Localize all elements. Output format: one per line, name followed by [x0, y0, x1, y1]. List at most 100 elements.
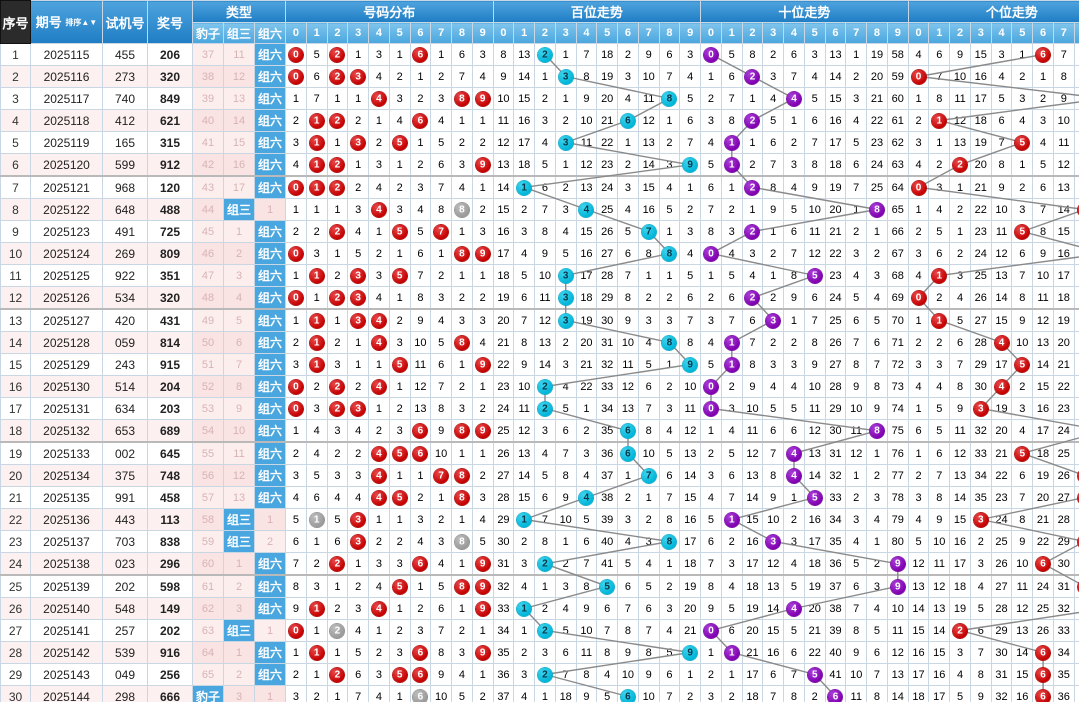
row-type-baozi: 47: [192, 264, 224, 287]
table-row[interactable]: 4 2025118 412 621 40 14 组六 2 1 2 2 1 4 6 4 1 1 11 16 3 2 10 21…: [0, 109, 1079, 132]
units-ball: 6: [1035, 556, 1051, 571]
units-cell-6: 21: [1032, 508, 1054, 531]
table-row[interactable]: 7 2025121 968 120 43 17 组六 0 1 2 2 4 2 3 7 4 1 14 1 6 2 13 24 3…: [0, 175, 1079, 199]
table-row[interactable]: 20 2025134 375 748 56 12 组六 3 5 3 3 4 1 1 7 8 2 27 14 5 8 4 37…: [0, 464, 1079, 487]
hundreds-cell-0: 9: [492, 65, 515, 88]
table-row[interactable]: 27 2025141 257 202 63 组三 1 0 1 2 4 1 2 3 7 2 1 34 1 2 5 10 7 8 7…: [0, 619, 1079, 642]
units-cell-2: 1: [949, 220, 971, 243]
tens-cell-3: 7: [762, 441, 785, 465]
hundreds-cell-9: 19: [679, 574, 702, 598]
hundreds-cell-7: 2: [637, 508, 660, 531]
hundreds-cell-2: 2: [534, 87, 556, 110]
hundreds-cell-3: 5: [554, 397, 577, 420]
table-row[interactable]: 21 2025135 991 458 57 13 组六 4 6 4 4 4 5 2 1 8 3 28 15 6 9 4 38…: [0, 486, 1079, 509]
table-row[interactable]: 26 2025140 548 149 62 3 组六 9 1 2 3 4 1 2 6 1 9 33 1 2 4 9 6 7 6 3…: [0, 597, 1079, 620]
hundreds-cell-8: 7: [658, 685, 681, 702]
units-cell-1: 2: [928, 153, 951, 177]
dist-cell-5: 1: [388, 43, 411, 66]
table-row[interactable]: 29 2025143 049 256 65 2 组六 2 1 2 6 3 5 6 9 4 1 36 3 2 7 8 4 10 9…: [0, 663, 1079, 686]
hundreds-cell-3: 9: [554, 486, 577, 509]
tens-cell-1: 1: [720, 153, 743, 177]
table-row[interactable]: 28 2025142 539 916 64 1 组六 1 1 1 5 2 3 6 8 3 9 35 2 3 6 11 8 9 8…: [0, 641, 1079, 664]
dist-ball: 5: [392, 579, 408, 594]
dist-cell-6: 2: [409, 153, 432, 177]
hundreds-cell-3: 7: [554, 441, 577, 465]
hundreds-ball: 3: [558, 290, 574, 305]
hundreds-cell-5: 4: [596, 663, 619, 686]
row-seq: 1: [0, 43, 31, 66]
dist-cell-7: 7: [430, 464, 453, 487]
tens-cell-7: 3: [845, 242, 868, 265]
header-seq[interactable]: 序号: [0, 0, 31, 44]
row-issue: 2025137: [30, 530, 103, 553]
dist-cell-0: 1: [285, 198, 307, 221]
table-row[interactable]: 9 2025123 491 725 45 1 组六 2 2 2 4 1 5 5 7 1 3 16 3 8 4 15 26 5 7…: [0, 220, 1079, 243]
table-row[interactable]: 1 2025115 455 206 37 11 组六 0 5 2 1 3 1 6 1 6 3 8 13 2 1 7 18 2 9…: [0, 43, 1079, 66]
dist-cell-9: 3: [471, 43, 494, 66]
table-row[interactable]: 14 2025128 059 814 50 6 组六 2 1 2 1 4 3 10 5 8 4 21 8 13 2 20 3…: [0, 331, 1079, 354]
table-row[interactable]: 11 2025125 922 351 47 3 组六 1 1 2 3 3 5 7 2 1 1 18 5 10 3 17 28…: [0, 264, 1079, 287]
tens-ball: 8: [869, 423, 885, 438]
hundreds-cell-7: 5: [637, 353, 660, 376]
units-cell-8: 8: [1073, 375, 1079, 398]
sort-asc-icon[interactable]: 排序▲▼: [65, 18, 98, 28]
units-cell-3: 3: [969, 508, 992, 531]
header-test-number[interactable]: 试机号: [102, 0, 148, 44]
units-cell-4: 15: [990, 308, 1013, 332]
tens-cell-6: 18: [824, 153, 847, 177]
header-prize-number[interactable]: 奖号: [147, 0, 193, 44]
table-row[interactable]: 5 2025119 165 315 41 15 组六 3 1 1 3 2 5 1 5 2 2 12 17 4 3 11 22…: [0, 131, 1079, 154]
table-row[interactable]: 13 2025127 420 431 49 5 组六 1 1 1 3 4 2 9 4 3 3 20 7 12 3 19 30…: [0, 308, 1079, 332]
hundreds-cell-4: 18: [575, 286, 598, 310]
table-row[interactable]: 18 2025132 653 689 54 10 组六 1 4 3 4 2 3 6 9 8 9 25 12 3 6 2 35…: [0, 419, 1079, 443]
hundreds-cell-5: 27: [596, 242, 619, 265]
dist-cell-8: 8: [451, 486, 473, 509]
table-row[interactable]: 8 2025122 648 488 44 组三 1 1 1 1 3 4 3 4 8 8 2 15 2 7 3 4 25 4 16…: [0, 198, 1079, 221]
dist-ball: 0: [288, 246, 304, 261]
hundreds-cell-8: 2: [658, 131, 681, 154]
hundreds-cell-0: 26: [492, 441, 515, 465]
hundreds-cell-5: 5: [596, 685, 619, 702]
table-row[interactable]: 24 2025138 023 296 60 1 组六 7 2 2 1 3 3 6 4 1 9 31 3 2 2 7 41 5 4…: [0, 552, 1079, 576]
tens-cell-3: 1: [762, 220, 785, 243]
tens-cell-6: 32: [824, 464, 847, 487]
tens-cell-8: 7: [866, 353, 888, 376]
units-cell-7: 30: [1052, 552, 1075, 576]
units-cell-3: 3: [969, 552, 992, 576]
table-row[interactable]: 12 2025126 534 320 48 4 组六 0 1 2 3 4 1 8 3 2 2 19 6 11 3 18 29…: [0, 286, 1079, 310]
dist-cell-7: 10: [430, 441, 453, 465]
table-row[interactable]: 22 2025136 443 113 58 组三 1 5 1 5 3 1 1 3 2 1 4 29 1 7 10 5 39 3…: [0, 508, 1079, 531]
units-cell-3: 25: [969, 264, 992, 287]
hundreds-cell-4: 4: [575, 464, 598, 487]
row-type-zu6: 组六: [253, 375, 287, 398]
table-row[interactable]: 10 2025124 269 809 46 2 组六 0 3 1 5 2 1 6 1 8 9 17 4 9 5 16 27 6…: [0, 242, 1079, 265]
table-row[interactable]: 2 2025116 273 320 38 12 组六 0 6 2 3 4 2 1 2 7 4 9 14 1 3 8 19 3 1…: [0, 65, 1079, 88]
tens-cell-3: 2: [762, 242, 785, 265]
header-issue[interactable]: 期号 排序▲▼: [30, 0, 103, 44]
table-row[interactable]: 6 2025120 599 912 42 16 组六 4 1 2 1 3 1 2 6 3 9 13 18 5 1 12 23…: [0, 153, 1079, 177]
table-row[interactable]: 3 2025117 740 849 39 13 组六 1 7 1 1 4 3 2 3 8 9 10 15 2 1 9 20 4…: [0, 87, 1079, 110]
header-digit-unit-7: 7: [1052, 22, 1075, 44]
tens-cell-2: 6: [741, 308, 764, 332]
hundreds-cell-1: 9: [513, 353, 536, 376]
table-row[interactable]: 19 2025133 002 645 55 11 组六 2 4 2 2 4 5 6 10 1 1 26 13 4 7 3 3…: [0, 441, 1079, 465]
hundreds-cell-2: 3: [534, 109, 556, 132]
hundreds-cell-1: 2: [513, 530, 536, 553]
dist-cell-6: 6: [409, 419, 432, 443]
table-row[interactable]: 16 2025130 514 204 52 8 组六 0 2 2 2 4 1 12 7 2 1 23 10 2 4 22 3…: [0, 375, 1079, 398]
units-cell-5: 8: [1011, 286, 1034, 310]
dist-cell-0: 0: [285, 286, 307, 310]
dist-cell-3: 4: [347, 619, 370, 642]
dist-cell-7: 7: [430, 375, 453, 398]
hundreds-cell-5: 41: [596, 552, 619, 576]
dist-cell-4: 4: [368, 65, 390, 88]
table-row[interactable]: 15 2025129 243 915 51 7 组六 3 1 3 1 1 5 11 6 1 9 22 9 14 3 21 3…: [0, 353, 1079, 376]
row-seq: 20: [0, 464, 31, 487]
row-type-baozi: 61: [192, 574, 224, 598]
tens-cell-3: 4: [762, 87, 785, 110]
hundreds-ball: 7: [641, 224, 657, 239]
table-row[interactable]: 23 2025137 703 838 59 组三 2 6 1 6 3 2 2 4 3 8 5 30 2 8 1 6 40 4 3…: [0, 530, 1079, 553]
table-row[interactable]: 17 2025131 634 203 53 9 组六 0 3 2 3 1 2 13 8 3 2 24 11 2 5 1 34…: [0, 397, 1079, 420]
table-row[interactable]: 25 2025139 202 598 61 2 组六 8 3 1 2 4 5 1 5 8 9 32 4 1 3 8 5 6 5 2…: [0, 574, 1079, 598]
table-row[interactable]: 30 2025144 298 666 豹子 3 1 3 2 1 7 4 1 6 10 5 2 37 4 1 18 9 5 6 1…: [0, 685, 1079, 702]
